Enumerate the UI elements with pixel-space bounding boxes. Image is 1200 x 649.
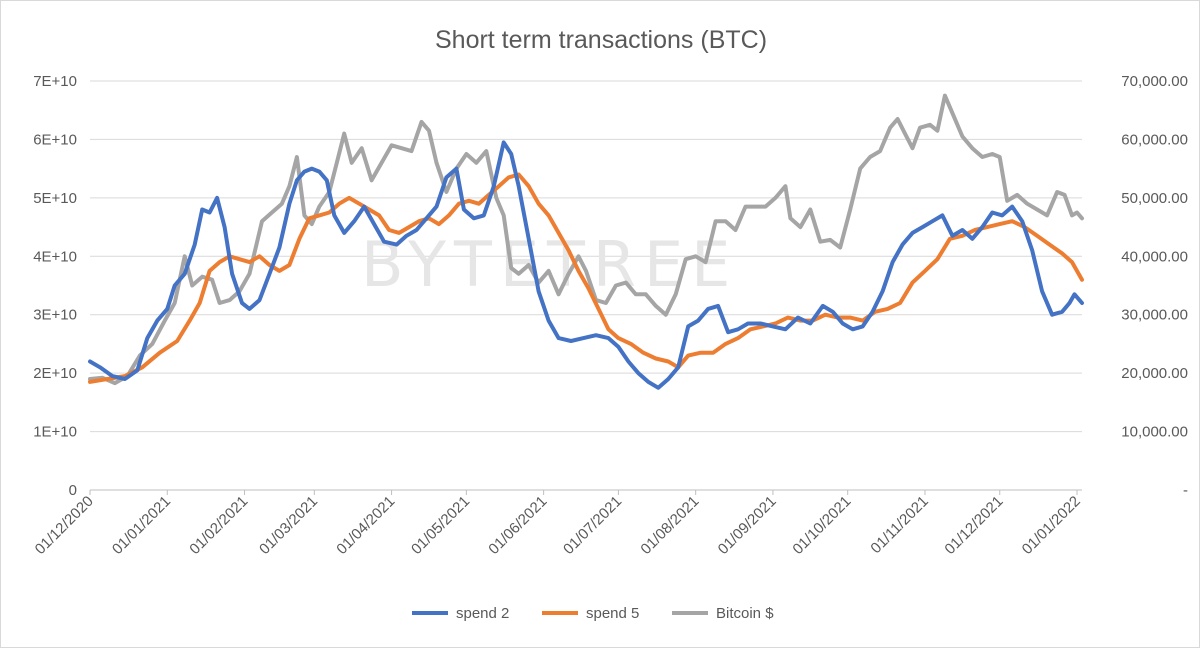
x-tick-label: 01/12/2021 <box>941 493 1006 558</box>
x-tick-label: 01/09/2021 <box>715 493 780 558</box>
left-tick-label: 0 <box>69 482 77 499</box>
right-axis-ticks: - 10,000.00 20,000.00 30,000.00 40,000.00 50,… <box>1121 73 1188 499</box>
x-tick-label: 01/03/2021 <box>256 493 321 558</box>
series-lines <box>88 93 1084 390</box>
right-tick-label: 40,000.00 <box>1121 248 1188 265</box>
legend-label: spend 2 <box>456 605 509 622</box>
right-tick-label: - <box>1183 482 1188 499</box>
left-axis-ticks: 0 1E+10 2E+10 3E+10 4E+10 5E+10 6E+10 7E+10 <box>33 73 77 499</box>
right-tick-label: 30,000.00 <box>1121 307 1188 324</box>
left-tick-label: 6E+10 <box>33 131 77 148</box>
x-tick-label: 01/04/2021 <box>333 493 398 558</box>
x-tick-label: 01/06/2021 <box>485 493 550 558</box>
x-tick-label: 01/02/2021 <box>186 493 251 558</box>
left-tick-label: 4E+10 <box>33 248 77 265</box>
right-tick-label: 50,000.00 <box>1121 190 1188 207</box>
series-line-spend-5 <box>88 172 1084 384</box>
left-tick-label: 2E+10 <box>33 365 77 382</box>
left-tick-label: 5E+10 <box>33 190 77 207</box>
legend-label: Bitcoin $ <box>716 605 774 622</box>
x-tick-label: 01/05/2021 <box>408 493 473 558</box>
x-tick-label: 01/11/2021 <box>867 493 931 557</box>
x-tick-label: 01/07/2021 <box>560 493 625 558</box>
x-tick-label: 01/01/2021 <box>109 493 174 558</box>
left-tick-label: 1E+10 <box>33 424 77 441</box>
right-tick-label: 60,000.00 <box>1121 131 1188 148</box>
x-axis: 01/12/2020 01/01/2021 01/02/2021 01/03/2021… <box>32 489 1084 558</box>
x-tick-label: 01/01/2022 <box>1019 493 1084 558</box>
chart-title: Short term transactions (BTC) <box>435 26 767 54</box>
x-tick-label: 01/12/2020 <box>32 493 97 558</box>
series-line-spend-2 <box>88 140 1084 390</box>
left-tick-label: 7E+10 <box>33 73 77 90</box>
right-tick-label: 20,000.00 <box>1121 365 1188 382</box>
x-tick-label: 01/10/2021 <box>789 493 854 558</box>
left-tick-label: 3E+10 <box>33 307 77 324</box>
right-tick-label: 70,000.00 <box>1121 73 1188 90</box>
legend: spend 2 spend 5 Bitcoin $ <box>412 605 774 622</box>
watermark-text: BYTETREE <box>361 228 738 301</box>
x-tick-label: 01/08/2021 <box>637 493 702 558</box>
right-tick-label: 10,000.00 <box>1121 424 1188 441</box>
legend-label: spend 5 <box>586 605 639 622</box>
